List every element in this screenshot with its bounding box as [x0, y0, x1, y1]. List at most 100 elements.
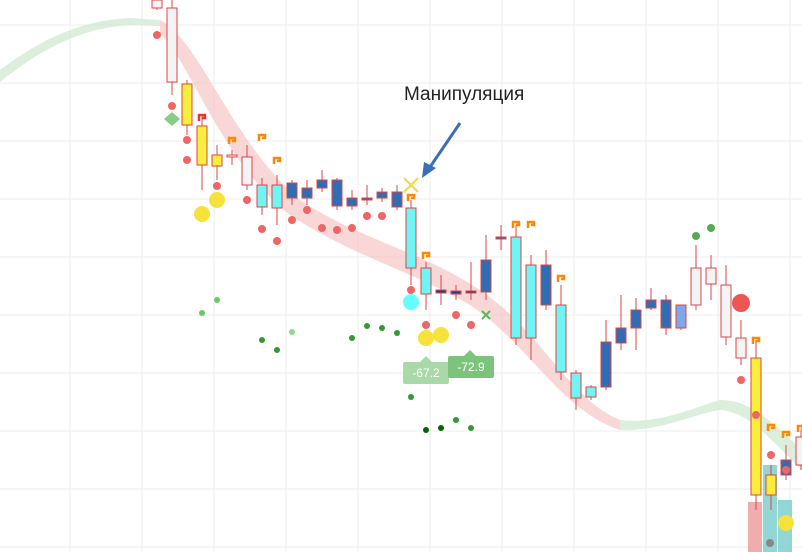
candle	[420, 267, 432, 295]
marker	[318, 224, 326, 232]
candle	[376, 191, 388, 199]
marker	[453, 417, 459, 423]
candle	[735, 337, 747, 359]
candle	[525, 264, 537, 339]
marker	[707, 224, 715, 232]
candle	[151, 0, 163, 9]
candle	[241, 156, 253, 186]
candle	[645, 299, 657, 309]
arrow	[426, 122, 462, 171]
marker	[363, 212, 371, 220]
candle	[405, 207, 417, 269]
marker	[213, 182, 221, 190]
candle	[331, 179, 343, 207]
diamond	[164, 112, 180, 126]
marker	[303, 206, 311, 214]
candle	[465, 290, 477, 294]
arrow-head	[422, 162, 436, 178]
marker	[403, 294, 419, 310]
candle	[750, 357, 762, 496]
marker	[379, 325, 385, 331]
candle	[585, 386, 597, 398]
flag	[796, 424, 802, 432]
marker	[194, 206, 210, 222]
flag	[511, 220, 521, 228]
marker	[258, 225, 266, 233]
marker	[349, 335, 355, 341]
candle	[660, 299, 672, 329]
marker	[422, 321, 430, 329]
candle	[450, 290, 462, 295]
marker	[452, 311, 460, 319]
marker	[778, 515, 794, 531]
candle	[480, 259, 492, 293]
marker	[243, 196, 251, 204]
band-red	[160, 20, 620, 430]
flag	[751, 336, 761, 344]
candle	[510, 236, 522, 339]
marker	[438, 425, 444, 431]
band-green	[0, 18, 160, 82]
marker	[289, 329, 295, 335]
candle	[795, 436, 802, 466]
marker	[418, 330, 434, 346]
marker	[767, 451, 775, 459]
marker	[183, 136, 191, 144]
candle	[690, 267, 702, 306]
candle	[346, 197, 358, 207]
candle	[211, 154, 223, 167]
flag	[272, 156, 282, 164]
candle	[495, 236, 507, 240]
marker	[737, 376, 745, 384]
band-green	[620, 400, 802, 470]
marker	[214, 297, 220, 303]
marker	[394, 330, 400, 336]
marker	[259, 337, 265, 343]
candle	[226, 154, 238, 158]
marker	[433, 327, 449, 343]
marker	[378, 212, 386, 220]
candle	[765, 474, 777, 496]
badge: -67.2	[403, 356, 449, 384]
marker	[782, 466, 790, 474]
flag	[197, 113, 207, 121]
marker	[274, 347, 280, 353]
flag	[227, 136, 237, 144]
candle	[271, 184, 283, 209]
candle	[256, 184, 268, 208]
candle	[301, 187, 313, 199]
badge-label: -72.9	[457, 360, 485, 374]
flag	[406, 193, 416, 201]
candle	[196, 125, 208, 166]
marker	[407, 286, 415, 294]
candle	[570, 372, 582, 399]
marker	[468, 425, 474, 431]
marker	[467, 321, 475, 329]
cross	[403, 177, 419, 193]
marker	[333, 226, 341, 234]
marker	[423, 427, 429, 433]
candle	[720, 284, 732, 338]
marker	[209, 192, 225, 208]
candle	[600, 341, 612, 388]
annotation: Манипуляция	[404, 84, 524, 105]
marker	[408, 394, 414, 400]
marker	[732, 294, 750, 312]
badge-label: -67.2	[412, 366, 440, 380]
marker	[199, 310, 205, 316]
flag	[781, 430, 791, 438]
marker	[153, 31, 161, 39]
marker	[692, 232, 700, 240]
candle	[181, 83, 193, 126]
marker	[364, 323, 370, 329]
candle	[615, 327, 627, 344]
cross	[481, 310, 491, 320]
flag	[526, 220, 536, 228]
flag	[257, 133, 267, 141]
marker	[273, 237, 281, 245]
bar	[748, 502, 762, 552]
markers	[153, 31, 802, 547]
marker	[168, 102, 176, 110]
